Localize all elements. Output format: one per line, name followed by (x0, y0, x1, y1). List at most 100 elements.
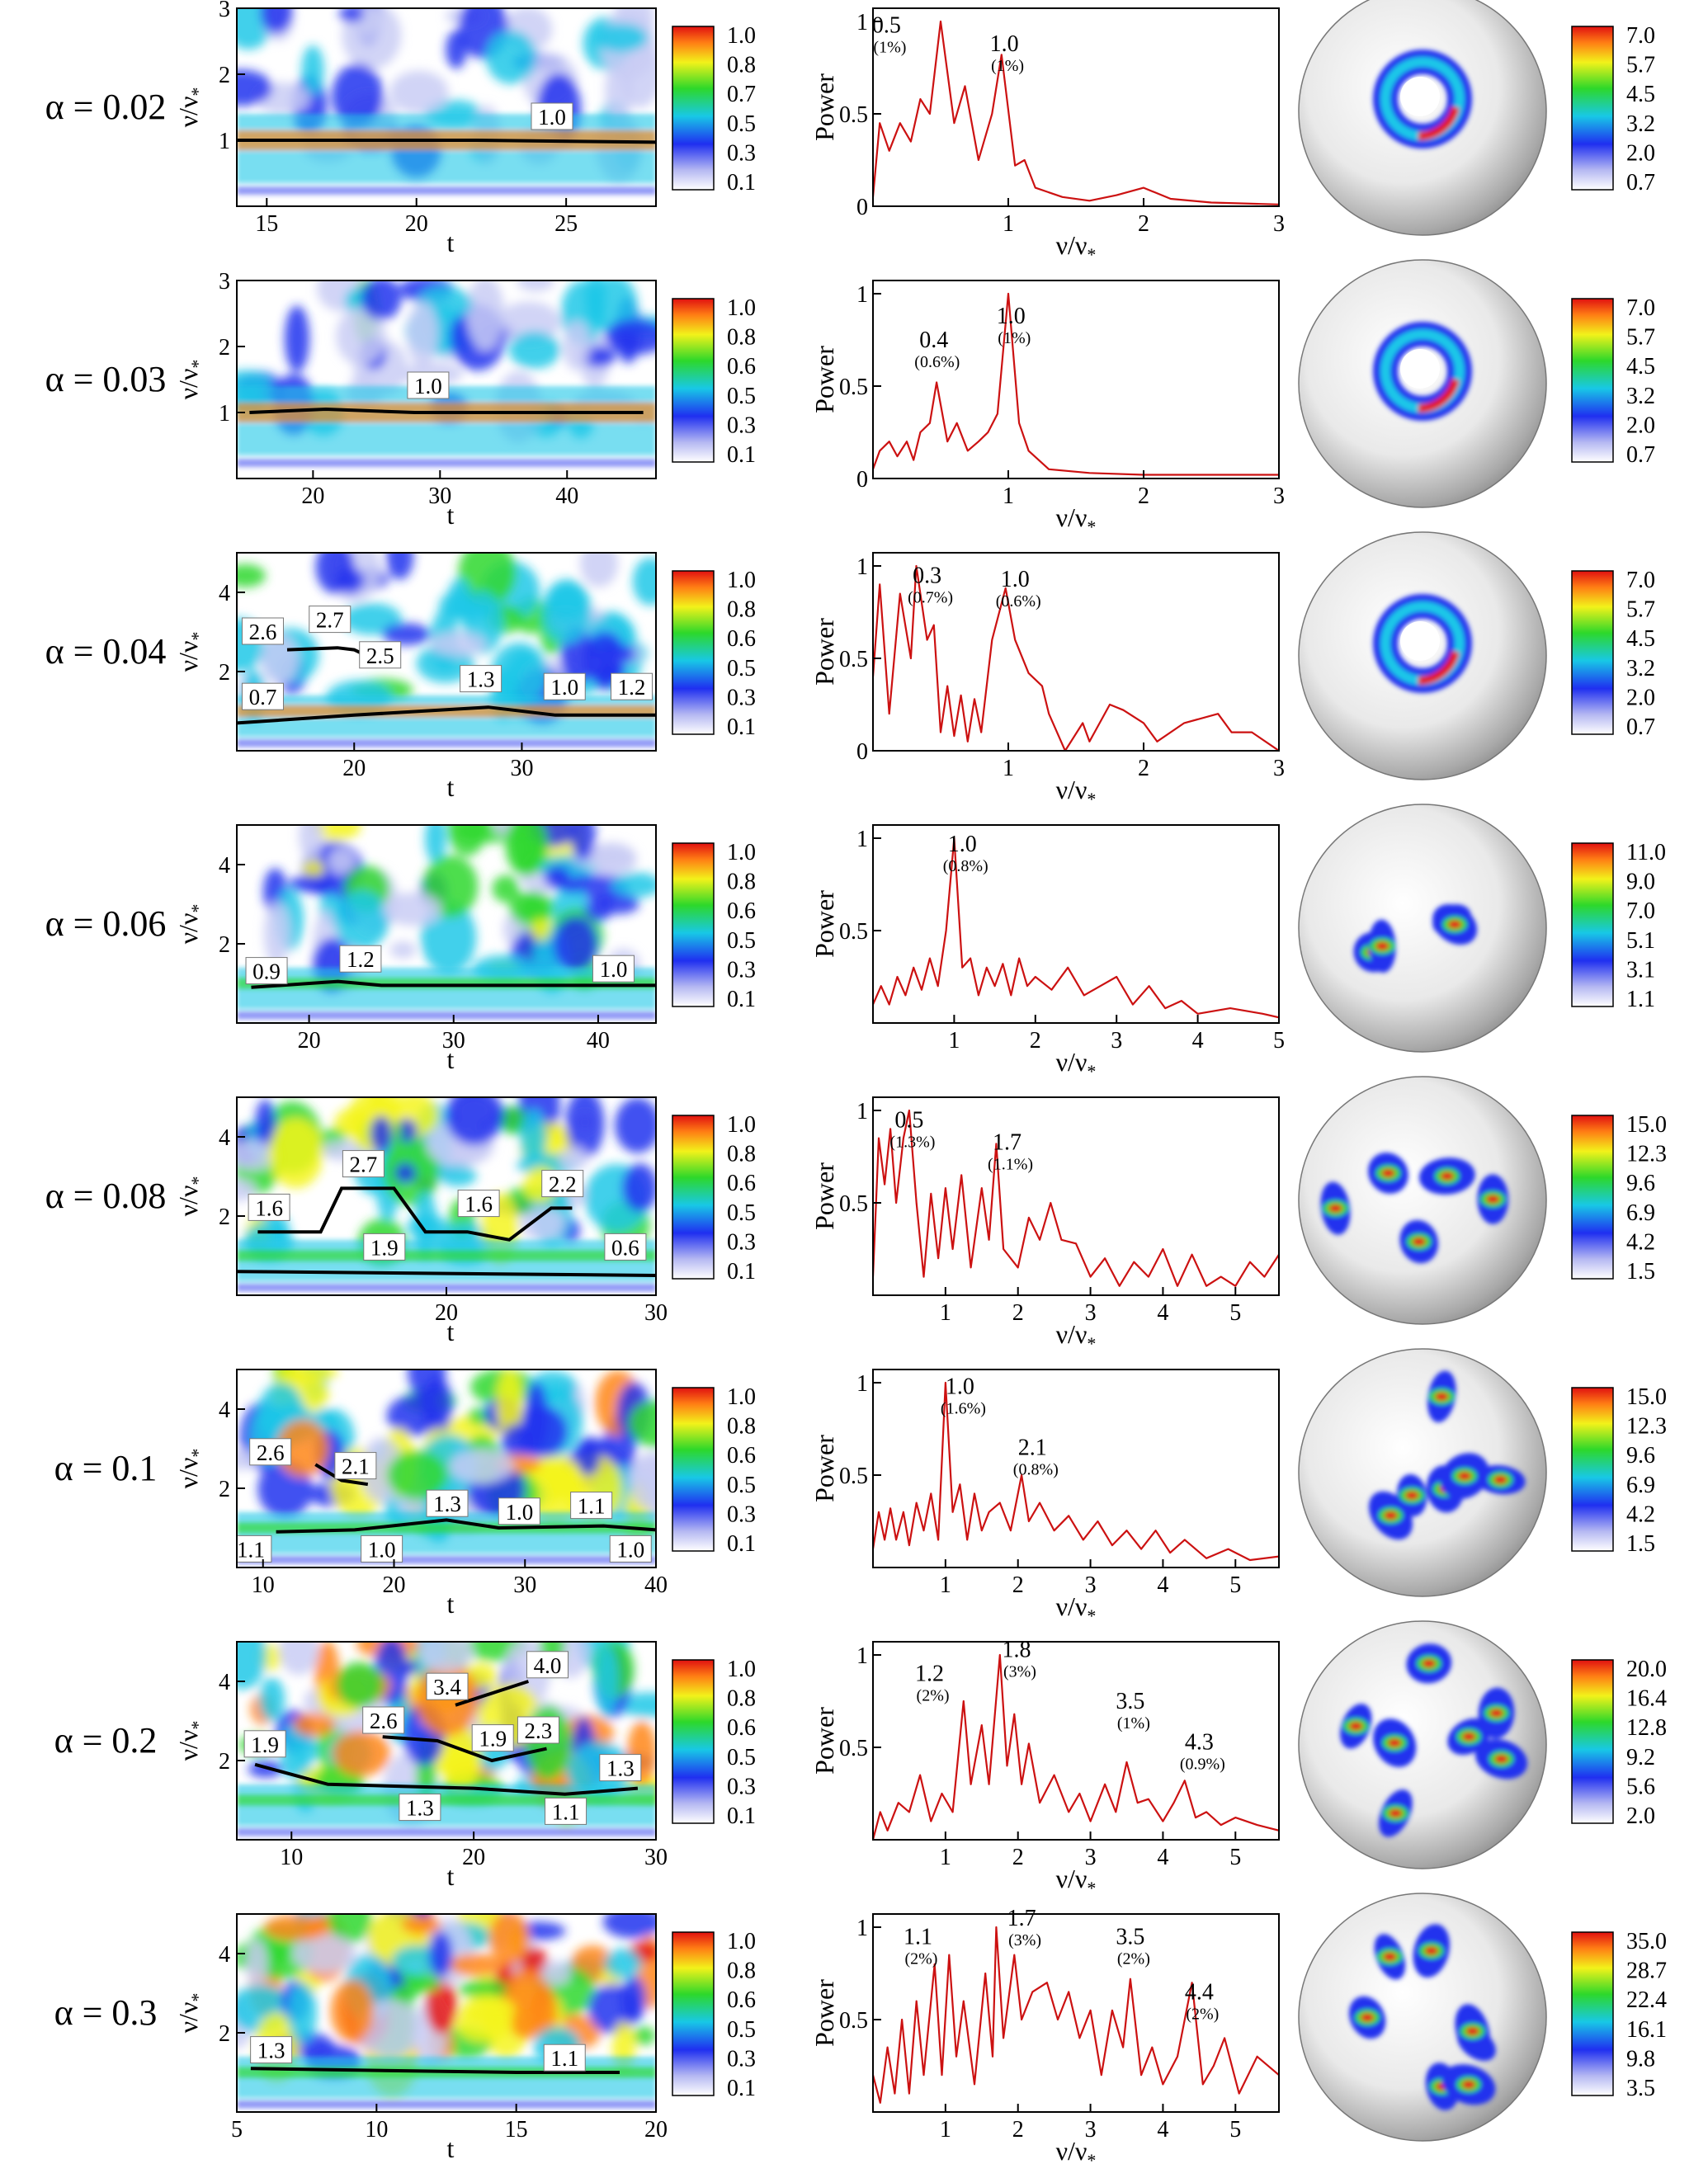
spectrum-xlabel-sub: * (1087, 2150, 1096, 2171)
y-tick-label: 2 (219, 63, 230, 88)
spectrum-xlabel: ν/ν* (1056, 1319, 1097, 1354)
figure-row: α = 0.31.3 1.15 10 15 2024tν/ν*1.00.80.60.50… (54, 1893, 1667, 2171)
y-tick-label: 0.5 (839, 647, 868, 672)
spot-core (1458, 1472, 1472, 1481)
x-tick-label: 1 (940, 1300, 951, 1326)
ridge-label: 1.6 (465, 1192, 493, 1217)
heatmap-blob (492, 874, 520, 903)
spectrum-xlabel-sub: * (1087, 1333, 1096, 1354)
colorbar-tick-label: 1.0 (727, 1929, 756, 1954)
disk-panel: 11.0 9.0 7.0 5.1 3.1 1.1 (1298, 804, 1666, 1053)
ridge-label-box (526, 1651, 569, 1679)
spot-core (1349, 1722, 1363, 1731)
colorbar-tick-label: 0.8 (727, 1686, 756, 1712)
spot-core (1422, 1659, 1436, 1668)
spectrum-xlabel: ν/ν* (1056, 1047, 1097, 1082)
spectrum-frame (872, 1641, 1280, 1841)
x-tick-label: 1 (940, 1845, 951, 1870)
colorbar-tick-label: 5.7 (1626, 53, 1655, 78)
colorbar-tick-label: 0.1 (727, 442, 756, 468)
colorbar-tick-label: 0.7 (1626, 170, 1655, 196)
wavelet-heatmap: 1.0 (237, 280, 656, 478)
spectrum-ylabel: Power (809, 1162, 839, 1230)
colorbar-tick-label: 7.0 (1626, 568, 1655, 593)
heatmap-blob (497, 301, 561, 343)
peak-annotation-percent: (0.7%) (908, 588, 953, 606)
heatmap-blob (254, 1099, 276, 1151)
colorbar-tick-label: 2.0 (1626, 1803, 1655, 1829)
x-tick-label: 2 (1012, 1572, 1024, 1598)
x-tick-label: 5 (1229, 1572, 1241, 1598)
y-tick-label: 0 (856, 467, 868, 493)
ridge-label-box (531, 102, 573, 130)
star-disk (1298, 1620, 1547, 1869)
ridge-label-box (361, 1534, 403, 1563)
peak-annotation-percent: (2%) (1186, 2006, 1219, 2024)
ridge-label: 1.3 (606, 1756, 635, 1781)
ridge-line (237, 1270, 656, 1277)
y-tick-label: 0.5 (839, 375, 868, 400)
wavelet-panel: 2.6 2.1 1.3 1.0 1.1 1.1 1.0 1.0 10 20 30 40 2 4 t ν/ν* 1… (173, 1369, 756, 1619)
x-tick-label: 10 (365, 2117, 388, 2143)
wavelet-ylabel: ν/ν* (173, 360, 208, 400)
heatmap-blob (382, 623, 431, 646)
y-tick-label: 2 (219, 1477, 230, 1502)
y-tick-label: 4 (219, 1942, 230, 1968)
x-tick-label: 4 (1192, 1028, 1204, 1054)
colorbar-tick-label: 3.2 (1626, 111, 1655, 137)
spot-core (1494, 1755, 1508, 1764)
ridge-label: 1.1 (552, 1799, 580, 1824)
ridge-label: 1.1 (550, 2046, 578, 2071)
colorbar-tick-label: 1.5 (1626, 1531, 1655, 1557)
disk-colorbar (1571, 1659, 1614, 1824)
ridge-label-box (248, 1193, 290, 1221)
peak-annotation: 1.2 (915, 1662, 944, 1687)
x-tick-label: 30 (644, 1845, 668, 1870)
band-low (237, 459, 656, 467)
peak-annotation: 1.0 (997, 304, 1026, 329)
heatmap-blob (299, 825, 323, 861)
ridge-label: 1.3 (406, 1796, 434, 1821)
colorbar-tick-label: 0.6 (727, 1171, 756, 1196)
colorbar-tick-label: 12.3 (1626, 1414, 1667, 1440)
colorbar-tick-label: 4.5 (1626, 626, 1655, 652)
colorbar-tick-label: 0.6 (727, 354, 756, 380)
x-tick-label: 4 (1157, 1300, 1168, 1326)
colorbar-tick-label: 0.5 (727, 384, 756, 409)
heatmap-blob (602, 1914, 656, 1939)
y-tick-label: 1 (856, 282, 868, 308)
spectrum-xlabel-sub: * (1087, 1061, 1096, 1082)
peak-annotation: 1.0 (946, 1374, 974, 1400)
colorbar-tick-label: 0.3 (727, 1502, 756, 1527)
heatmap-blob (530, 1986, 557, 2039)
band-core (237, 1794, 656, 1807)
wavelet-frame (236, 7, 657, 207)
ridge-label: 2.2 (549, 1172, 577, 1197)
wavelet-ylabel: ν/ν* (173, 904, 208, 945)
y-tick-label: 4 (219, 853, 230, 879)
heatmap-blob (386, 1450, 447, 1500)
colorbar-tick-label: 0.5 (727, 656, 756, 681)
ridge-label-box (245, 957, 288, 985)
peak-annotation-percent: (3%) (1008, 1931, 1041, 1949)
star-disk (1298, 1076, 1547, 1325)
y-tick-label: 4 (219, 1398, 230, 1423)
band-low (237, 1827, 656, 1836)
x-tick-label: 2 (1012, 1300, 1024, 1326)
y-tick-label: 0.5 (839, 1464, 868, 1489)
heatmap-blob (604, 1948, 642, 1979)
colorbar-tick-label: 0.8 (727, 325, 756, 351)
colorbar-tick-label: 7.0 (1626, 898, 1655, 924)
y-tick-label: 1 (856, 827, 868, 852)
peak-annotation-percent: (0.8%) (943, 857, 988, 875)
colorbar-tick-label: 5.6 (1626, 1774, 1655, 1799)
y-tick-label: 2 (219, 660, 230, 686)
heatmap-blob (466, 280, 505, 351)
wavelet-colorbar (672, 26, 715, 191)
heatmap-blob (237, 1139, 277, 1171)
heatmap-blob (328, 1914, 372, 1944)
wavelet-panel: 2.6 2.7 2.5 0.7 1.3 1.0 1.2 20 30 2 4 t ν/ν* 1.0 0.8 0.… (173, 552, 756, 802)
ridge-line (382, 1735, 547, 1763)
colorbar-tick-label: 3.2 (1626, 656, 1655, 681)
ridge-label: 0.6 (611, 1235, 639, 1260)
